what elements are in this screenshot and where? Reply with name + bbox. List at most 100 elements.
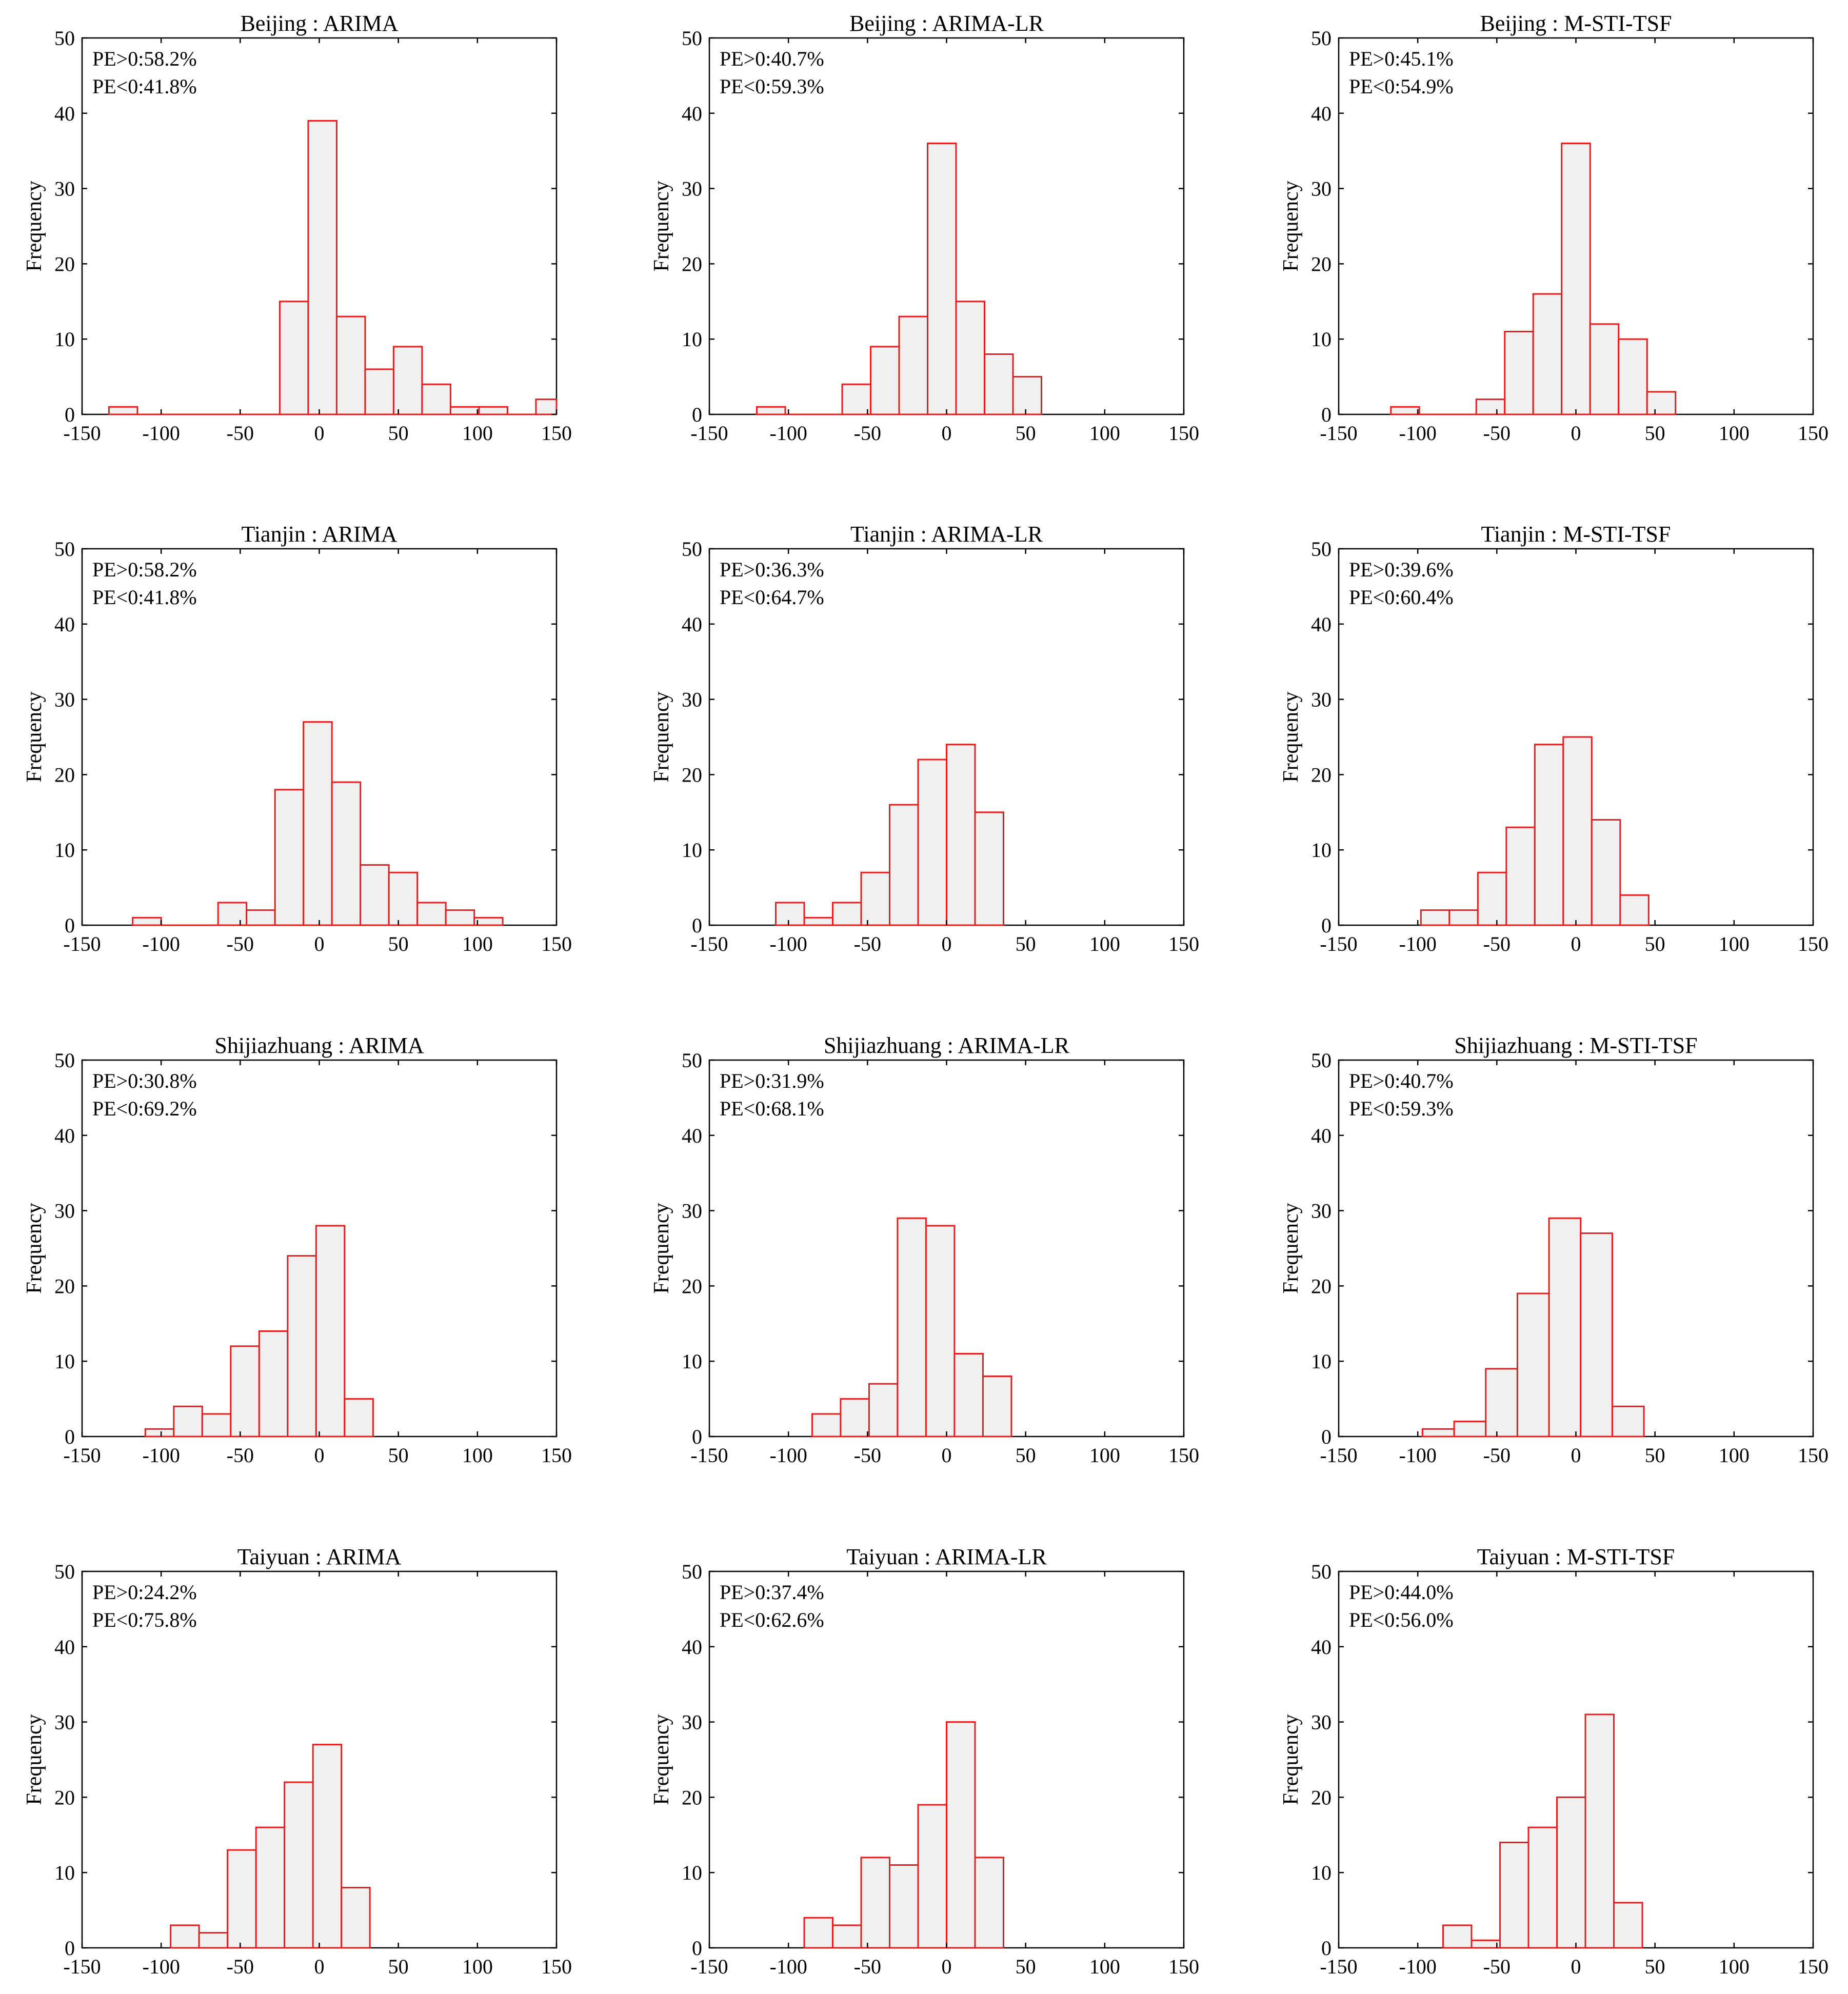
histogram-panel-taiyuan-m-sti-tsf: -150 -100 -50 0 50 100 150 0 10 20 30 40 50 Taiyuan :… [1279,1544,1829,1978]
y-axis-label: Frequency [23,181,46,271]
histogram-bar [1442,1924,1473,1949]
y-tick-label: 40 [682,102,702,125]
y-axis-label: Frequency [1279,1714,1303,1805]
histogram-bar [925,1225,956,1438]
pe-negative-annotation: PE<0:59.3% [1349,1097,1454,1120]
histogram-bar [917,1804,947,1949]
x-tick-label: -100 [143,932,180,955]
histogram-bar [1453,1421,1487,1438]
x-tick-label: -100 [143,1444,180,1467]
x-tick-label: 150 [541,932,572,955]
histogram-bar [1548,1217,1582,1438]
y-axis-label: Frequency [650,691,673,782]
histogram-bar [1561,143,1591,415]
y-tick-label: 50 [1311,1560,1332,1583]
pe-positive-annotation: PE>0:36.3% [720,558,824,581]
pe-negative-annotation: PE<0:56.0% [1349,1608,1454,1631]
y-tick-label: 40 [54,102,75,125]
y-axis-label: Frequency [1279,691,1303,782]
histogram-bar [132,916,162,926]
x-tick-label: 50 [388,1955,409,1978]
y-tick-label: 0 [1321,403,1332,426]
histogram-panel-beijing-arima-lr: -150 -100 -50 0 50 100 150 0 10 20 30 40 50 Beijing :… [650,11,1199,445]
pe-positive-annotation: PE>0:40.7% [1349,1069,1454,1092]
histogram-bar [1527,1826,1558,1949]
y-tick-label: 50 [682,537,702,561]
histogram-bar [832,902,862,926]
x-tick-label: 150 [1798,1444,1829,1467]
y-tick-label: 10 [54,328,75,351]
y-tick-label: 0 [65,1937,75,1960]
x-tick-label: 150 [1168,422,1199,445]
histogram-bar [1477,871,1507,926]
x-tick-label: -100 [143,1955,180,1978]
x-tick-label: -50 [1483,932,1511,955]
x-tick-label: 50 [1645,932,1665,955]
x-tick-label: 100 [1089,1955,1120,1978]
pe-positive-annotation: PE>0:30.8% [92,1069,197,1092]
histogram-bar [1448,909,1479,926]
pe-positive-annotation: PE>0:44.0% [1349,1581,1454,1604]
y-tick-label: 0 [1321,1425,1332,1448]
x-tick-label: 0 [314,1955,325,1978]
y-axis-label: Frequency [650,1714,673,1805]
histogram-bar [1532,293,1563,415]
y-tick-label: 40 [1311,1124,1332,1147]
histogram-bar [1646,391,1677,415]
x-tick-label: -100 [1399,1444,1437,1467]
histogram-bar [364,368,394,415]
y-tick-label: 0 [692,1425,702,1448]
pe-negative-annotation: PE<0:41.8% [92,586,197,609]
y-tick-label: 40 [1311,102,1332,125]
x-tick-label: 100 [1089,1444,1120,1467]
x-tick-label: 100 [1719,1955,1750,1978]
y-tick-label: 40 [682,1636,702,1659]
x-tick-label: -150 [690,422,728,445]
y-tick-label: 20 [682,1274,702,1298]
histogram-bar [811,1413,842,1438]
y-tick-label: 10 [54,1350,75,1373]
y-tick-label: 20 [682,252,702,275]
histogram-bar [860,871,890,926]
histogram-panel-taiyuan-arima-lr: -150 -100 -50 0 50 100 150 0 10 20 30 40 50 Taiyuan :… [650,1544,1199,1978]
x-tick-label: -50 [854,422,881,445]
y-tick-label: 30 [1311,688,1332,711]
y-tick-label: 40 [54,1636,75,1659]
x-tick-label: -100 [143,422,180,445]
histogram-bar [756,406,786,415]
y-tick-label: 50 [682,1560,702,1583]
pe-negative-annotation: PE<0:54.9% [1349,75,1454,98]
histogram-bar [360,864,390,926]
histogram-bar [832,1924,862,1949]
histogram-bar [840,1398,870,1438]
histogram-panel-shijiazhuang-arima: -150 -100 -50 0 50 100 150 0 10 20 30 40 50 Shijiazhu… [23,1033,572,1467]
x-tick-label: 50 [388,422,409,445]
y-tick-label: 10 [54,1861,75,1884]
histogram-panel-tianjin-arima-lr: -150 -100 -50 0 50 100 150 0 10 20 30 40 50 Tianjin :… [650,522,1199,955]
y-tick-label: 10 [682,1350,702,1373]
x-tick-label: 50 [1645,1444,1665,1467]
x-tick-label: -50 [1483,422,1511,445]
histogram-bar [1485,1368,1518,1438]
histogram-bar [1505,826,1536,926]
chart-title: Beijing : ARIMA-LR [849,11,1044,36]
y-tick-label: 50 [1311,537,1332,561]
histogram-bar [1562,736,1593,926]
histogram-bar [870,346,900,415]
y-axis-label: Frequency [1279,181,1303,271]
y-tick-label: 30 [54,1200,75,1223]
x-tick-label: 50 [388,1444,409,1467]
chart-title: Tianjin : M-STI-TSF [1481,522,1671,547]
x-tick-label: -100 [1399,932,1437,955]
x-tick-label: 100 [462,932,493,955]
pe-positive-annotation: PE>0:24.2% [92,1581,197,1604]
x-tick-label: -100 [770,422,807,445]
x-tick-label: 150 [1168,1955,1199,1978]
x-tick-label: -150 [690,932,728,955]
x-tick-label: -50 [854,1444,881,1467]
y-tick-label: 10 [682,328,702,351]
x-tick-label: -150 [690,1955,728,1978]
y-axis-label: Frequency [23,1203,46,1293]
histogram-bar [803,1917,833,1949]
